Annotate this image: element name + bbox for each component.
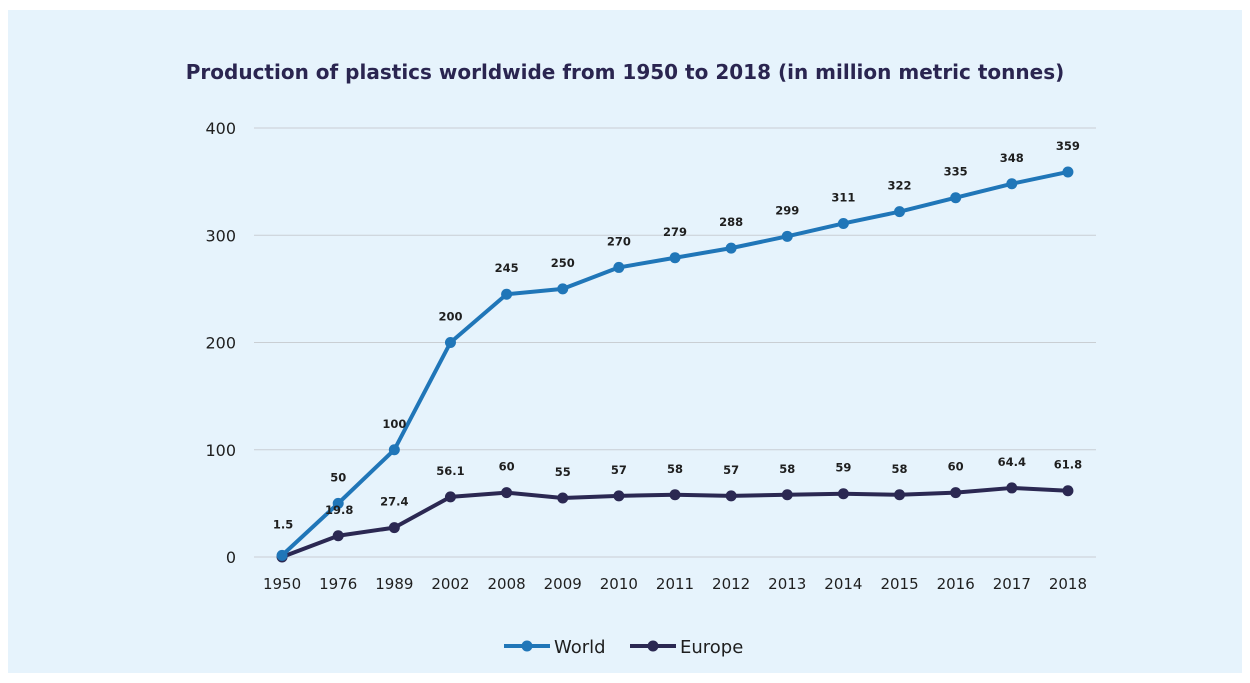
x-tick-label: 2015 [880,575,918,593]
data-point-world [388,444,400,456]
y-tick-label: 300 [205,226,236,245]
data-label-world: 200 [438,310,462,324]
data-point-world [781,230,793,242]
data-label-europe: 56.1 [436,464,464,478]
line-chart: 0 100 200 300 400 1950 1976 1989 2002 2008 2009 20… [205,119,1096,658]
x-tick-label: 2018 [1049,575,1087,593]
data-label-europe: 58 [779,462,795,476]
x-tick-label: 2014 [824,575,862,593]
data-point-europe [669,489,681,501]
data-point-europe [613,490,625,502]
data-label-world: 288 [719,215,743,229]
x-axis-ticks: 1950 1976 1989 2002 2008 2009 2010 2011 2012 2013… [263,575,1087,593]
chart-title: Production of plastics worldwide from 19… [185,60,1065,84]
data-point-europe [837,488,849,500]
data-label-europe: 60 [499,460,515,474]
data-label-world: 359 [1056,139,1080,153]
x-tick-label: 2012 [712,575,750,593]
y-tick-label: 0 [226,548,236,567]
data-label-world: 348 [1000,151,1024,165]
data-label-world: 335 [944,165,968,179]
data-label-europe: 59 [835,461,851,475]
x-tick-label: 2016 [937,575,975,593]
y-tick-label: 100 [205,441,236,460]
data-point-europe [725,490,737,502]
data-point-europe [1006,482,1018,494]
data-label-world: 1.5 [273,517,293,531]
x-tick-label: 1976 [319,575,357,593]
legend-swatch-marker-europe [647,640,659,652]
series-lines [276,166,1074,563]
data-point-world [1062,166,1074,178]
data-point-europe [501,487,513,499]
data-point-europe [388,522,400,534]
data-point-world [557,283,569,295]
data-point-europe [332,530,344,542]
data-point-world [444,337,456,348]
data-label-world: 100 [382,417,406,431]
data-label-europe: 64.4 [998,455,1026,469]
data-label-europe: 61.8 [1054,458,1082,472]
data-label-world: 50 [330,470,346,484]
data-label-world: 279 [663,225,687,239]
data-labels: 1.5 50 100 200 245 250 270 279 288 299 311 322 335 34… [273,139,1082,531]
x-tick-label: 2008 [488,575,526,593]
data-point-world [669,252,681,264]
data-point-europe [781,489,793,501]
y-tick-label: 400 [205,119,236,138]
legend-swatch-marker-world [521,640,533,652]
data-label-europe: 57 [611,463,627,477]
data-label-world: 311 [831,190,855,204]
data-point-world [613,261,625,273]
x-tick-label: 2017 [993,575,1031,593]
data-label-europe: 58 [667,462,683,476]
data-label-world: 250 [551,256,575,270]
x-tick-label: 2002 [431,575,469,593]
data-label-europe: 60 [948,460,964,474]
y-axis-ticks: 0 100 200 300 400 [205,119,236,567]
data-point-world [950,192,962,204]
x-tick-label: 1989 [375,575,413,593]
data-point-europe [444,491,456,503]
data-point-europe [557,492,569,504]
legend: World Europe [504,637,743,658]
legend-label-world: World [554,637,606,658]
data-point-europe [894,489,906,501]
data-label-world: 245 [495,261,519,275]
chart-panel: Production of plastics worldwide from 19… [8,10,1242,673]
data-point-world [837,217,849,229]
x-tick-label: 2010 [600,575,638,593]
data-point-world [501,288,513,300]
x-tick-label: 2013 [768,575,806,593]
legend-label-europe: Europe [680,637,743,658]
data-label-europe: 27.4 [380,495,408,509]
x-tick-label: 2011 [656,575,694,593]
data-point-europe [1062,485,1074,497]
data-label-europe: 57 [723,463,739,477]
data-label-world: 299 [775,203,799,217]
x-tick-label: 2009 [544,575,582,593]
y-tick-label: 200 [205,334,236,353]
data-label-europe: 19.8 [325,503,353,517]
data-label-world: 270 [607,234,631,248]
data-point-world [725,242,737,254]
data-point-world [332,497,344,509]
data-point-europe [950,487,962,499]
data-point-world [276,549,288,561]
data-label-europe: 55 [555,465,571,479]
x-tick-label: 1950 [263,575,301,593]
data-point-world [1006,178,1018,190]
data-label-world: 322 [888,179,912,193]
data-point-world [894,206,906,218]
data-label-europe: 58 [892,462,908,476]
